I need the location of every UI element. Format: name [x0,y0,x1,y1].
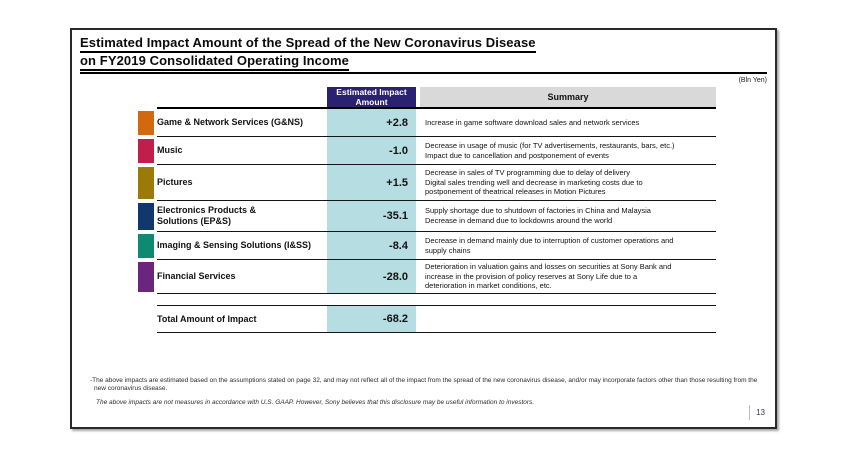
category-label: Pictures [157,177,193,187]
category-color-chip [138,111,154,135]
amount-header-cell: Estimated Impact Amount [327,87,416,107]
slide-frame: Estimated Impact Amount of the Spread of… [70,28,777,429]
table-row: Financial Services -28.0 Deterioration i… [72,260,775,294]
table-row: Pictures +1.5 Decrease in sales of TV pr… [72,165,775,201]
impact-amount: +2.8 [386,116,408,129]
category-color-chip [138,262,154,292]
impact-amount: -28.0 [382,270,408,283]
footnote-1: -The above impacts are estimated based o… [90,377,758,392]
impact-table: Estimated Impact Amount Summary Game & N… [72,87,775,333]
category-label: Game & Network Services (G&NS) [157,117,304,127]
summary-text: Decrease in sales of TV programming due … [425,167,643,197]
category-label: Music [157,145,183,155]
table-row: Music -1.0 Decrease in usage of music (f… [72,137,775,165]
impact-amount: -35.1 [382,210,408,222]
total-label: Total Amount of Impact [157,313,257,324]
category-label: Electronics Products & Solutions (EP&S) [157,205,257,226]
category-color-chip [138,139,154,163]
category-label: Imaging & Sensing Solutions (I&SS) [157,240,312,250]
summary-header-cell: Summary [420,87,716,107]
total-row: Total Amount of Impact -68.2 [72,305,775,333]
header-gap [416,87,420,107]
summary-text: Supply shortage due to shutdown of facto… [425,206,651,225]
table-row: Electronics Products & Solutions (EP&S) … [72,201,775,232]
page-number: 13 [749,405,765,420]
category-color-chip [138,234,154,258]
slide-title: Estimated Impact Amount of the Spread of… [80,35,767,74]
table-total-gap [72,294,775,305]
label-header-spacer [157,87,327,107]
summary-text: Increase in game software download sales… [425,117,640,127]
category-label: Financial Services [157,271,236,281]
impact-amount: -1.0 [389,144,408,157]
impact-amount: -8.4 [389,239,408,252]
title-line-1: Estimated Impact Amount of the Spread of… [80,35,767,53]
summary-text: Decrease in usage of music (for TV adver… [425,140,675,160]
table-header-row: Estimated Impact Amount Summary [72,87,775,109]
summary-text: Decrease in demand mainly due to interru… [425,235,674,255]
footnote-2: The above impacts are not measures in ac… [96,399,535,406]
title-line-2: on FY2019 Consolidated Operating Income [80,53,767,71]
impact-amount: +1.5 [386,176,408,189]
category-color-chip [138,203,154,230]
table-row: Imaging & Sensing Solutions (I&SS) -8.4 … [72,232,775,260]
summary-text: Deterioration in valuation gains and los… [425,261,672,291]
total-amount: -68.2 [382,313,408,325]
table-row: Game & Network Services (G&NS) +2.8 Incr… [72,109,775,137]
category-color-chip [138,167,154,199]
footnotes: -The above impacts are estimated based o… [90,377,766,407]
unit-note: (Bln Yen) [738,77,767,84]
